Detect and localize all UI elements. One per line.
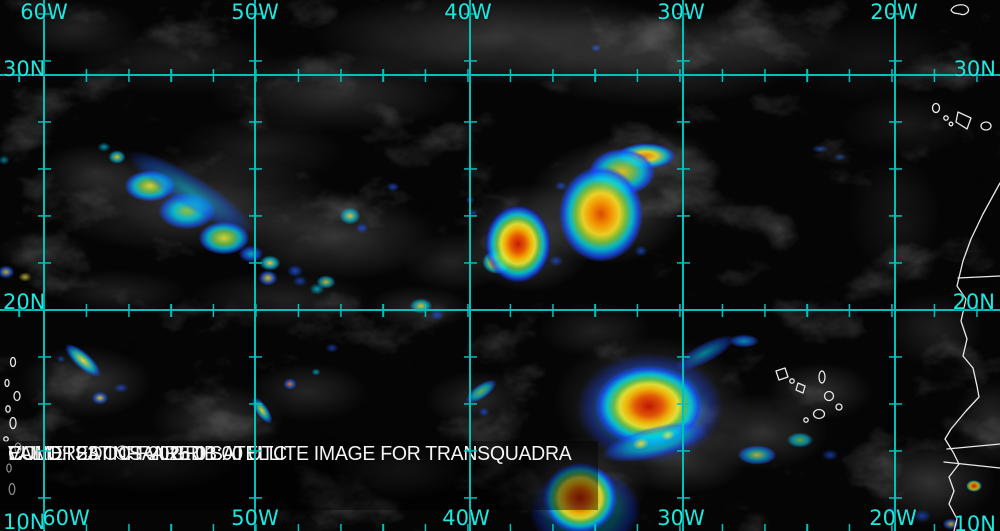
gridline-10n-ticks xyxy=(0,524,1000,531)
longitude-label-20w-bottom: 20W xyxy=(869,506,917,530)
gridline-60w xyxy=(37,0,51,531)
madeira-island xyxy=(950,4,970,16)
cape-verde-islands xyxy=(775,367,843,423)
gridline-30n xyxy=(0,68,1000,82)
longitude-label-60w-bottom: 60W xyxy=(42,506,90,530)
longitude-label-40w-bottom: 40W xyxy=(442,506,490,530)
longitude-label-60w-top: 60W xyxy=(20,0,68,24)
longitude-label-20w-top: 20W xyxy=(870,0,918,24)
longitude-label-50w-top: 50W xyxy=(231,0,279,24)
longitude-label-40w-top: 40W xyxy=(444,0,492,24)
latitude-label-20n-left: 20N xyxy=(3,290,46,314)
africa-river xyxy=(943,461,1000,469)
latitude-label-10n-bottom-left: 10N xyxy=(3,510,46,531)
longitude-label-50w-bottom: 50W xyxy=(231,506,279,530)
africa-river xyxy=(957,275,1000,279)
longitude-label-30w-bottom: 30W xyxy=(657,506,705,530)
banner-title: COLORED INFRARED SATELLITE IMAGE FOR TRA… xyxy=(8,442,572,465)
latitude-label-30n-right: 30N xyxy=(953,57,996,81)
lesser-antilles-islands xyxy=(3,356,22,496)
gridline-50w xyxy=(248,0,262,531)
gridline-20n xyxy=(0,303,1000,317)
latitude-label-10n-bottom-right: 10N xyxy=(953,512,996,531)
latitude-label-20n-right: 20N xyxy=(952,290,995,314)
africa-river xyxy=(946,443,1000,450)
africa-coastline xyxy=(944,182,1000,531)
longitude-label-30w-top: 30W xyxy=(657,0,705,24)
gridline-40w xyxy=(463,0,477,531)
info-banner: COLORED INFRARED SATELLITE IMAGE FOR TRA… xyxy=(0,441,598,510)
gridline-30w xyxy=(676,0,690,531)
canary-islands xyxy=(931,102,992,131)
gridline-20w xyxy=(888,0,902,531)
banner-credit: EUMETSAT ©SAILGRIB xyxy=(8,442,217,465)
latitude-label-30n-left: 30N xyxy=(3,57,46,81)
